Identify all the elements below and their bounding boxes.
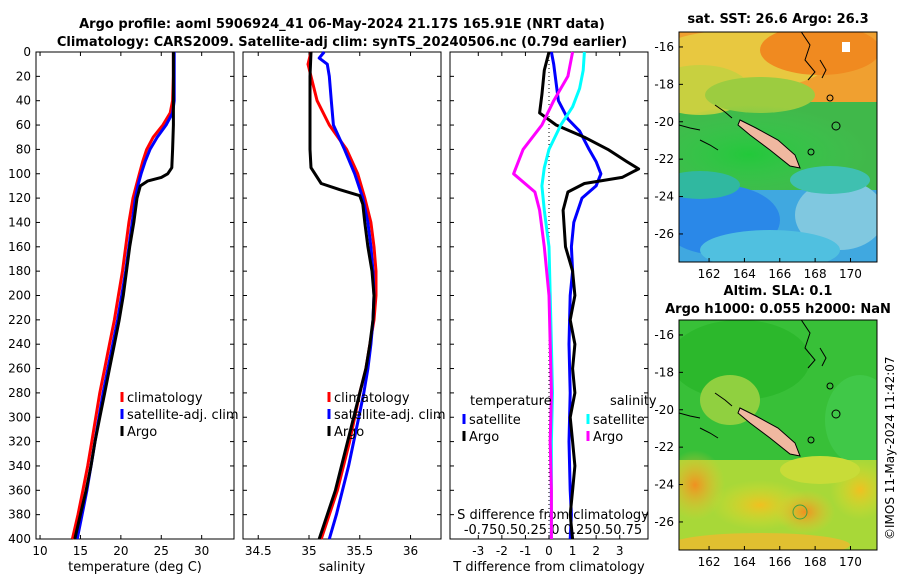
- map-y-tick-label: -20: [654, 115, 674, 129]
- y-tick-label: 120: [8, 191, 31, 205]
- series-argo-line: [308, 51, 376, 540]
- sst-map: sat. SST: 26.6 Argo: 26.3: [654, 12, 878, 281]
- figure-title-line1: Argo profile: aoml 5906924_41 06-May-202…: [79, 17, 605, 32]
- y-tick-label: 220: [8, 313, 31, 327]
- x-tick-label: 10: [32, 544, 47, 558]
- map-y-tick-label: -26: [654, 515, 674, 529]
- map-x-tick-label: 162: [698, 555, 721, 569]
- y-tick-label: 100: [8, 167, 31, 181]
- legend-label: Argo: [593, 430, 623, 445]
- y-tick-label: 140: [8, 215, 31, 229]
- legend-label: Argo: [469, 430, 499, 445]
- map-y-tick-label: -22: [654, 440, 674, 454]
- map-y-tick-label: -22: [654, 152, 674, 166]
- series-argo-line: [538, 51, 641, 540]
- map-y-tick-label: -24: [654, 190, 674, 204]
- y-tick-label: 260: [8, 362, 31, 376]
- x-tick-label: 25: [154, 544, 169, 558]
- series-argo-line: [73, 52, 175, 540]
- map-x-tick-label: 164: [733, 555, 756, 569]
- salinity-xlabel: salinity: [319, 560, 366, 575]
- x-tick-label: 36: [403, 544, 418, 558]
- temperature-xlabel: temperature (deg C): [68, 560, 202, 575]
- legend-label: Argo: [127, 425, 157, 440]
- series-argo-line: [512, 51, 575, 539]
- y-tick-label: 40: [16, 94, 31, 108]
- legend-label: Argo: [334, 425, 364, 440]
- y-tick-label: 380: [8, 508, 31, 522]
- y-tick-label: 160: [8, 240, 31, 254]
- y-tick-label: 240: [8, 337, 31, 351]
- legend-label: satellite-adj. clim: [334, 408, 446, 423]
- x-tick-label: -2: [496, 544, 508, 558]
- map-x-tick-label: 170: [839, 267, 862, 281]
- y-tick-label: 340: [8, 459, 31, 473]
- x-tick-label: -1: [519, 544, 531, 558]
- map-y-tick-label: -18: [654, 77, 674, 91]
- map-x-tick-label: 164: [733, 267, 756, 281]
- legend-label: satellite-adj. clim: [127, 408, 239, 423]
- sla-map: Altim. SLA: 0.1 Argo h1000: 0.055 h2000:…: [654, 284, 891, 569]
- x-tick-label: 2: [592, 544, 600, 558]
- y-tick-label: 300: [8, 410, 31, 424]
- difference-panel: -3 -2 -1 0 1 2 3 T difference from climatology S…: [449, 51, 657, 575]
- difference-top-xlabel: S difference from climatology: [457, 508, 649, 523]
- map-y-tick-label: -26: [654, 227, 674, 241]
- salinity-panel: 34.5 35 35.5 36 salinity climatology satellite…: [242, 51, 446, 575]
- sla-map-title-line1: Altim. SLA: 0.1: [724, 284, 833, 299]
- legend-label: satellite: [469, 413, 521, 428]
- difference-secondary-ticklabels: -0.750.50.25 0 0.250.50.75: [464, 523, 642, 538]
- x-tick-label: 35.5: [346, 544, 373, 558]
- legend-label: satellite: [593, 413, 645, 428]
- sla-map-title-line2: Argo h1000: 0.055 h2000: NaN: [665, 302, 891, 317]
- y-tick-label: 360: [8, 483, 31, 497]
- x-tick-label: 15: [73, 544, 88, 558]
- map-y-tick-label: -16: [654, 40, 674, 54]
- map-x-tick-label: 162: [698, 267, 721, 281]
- y-tick-label: 80: [16, 142, 31, 156]
- x-tick-label: 30: [194, 544, 209, 558]
- x-tick-label: -3: [472, 544, 484, 558]
- y-tick-label: 60: [16, 118, 31, 132]
- legend-label: climatology: [127, 391, 203, 406]
- map-x-tick-label: 168: [804, 555, 827, 569]
- legend-label: climatology: [334, 391, 410, 406]
- y-tick-label: 280: [8, 386, 31, 400]
- series-satellite-adj-clim-line: [317, 51, 376, 540]
- series-climatology-line: [70, 52, 175, 540]
- figure-title-line2: Climatology: CARS2009. Satellite-adj cli…: [57, 35, 627, 50]
- temperature-panel: 0 20 40 60 80 100 120 140 160 180 200 220 240 260 280 3…: [8, 45, 239, 575]
- x-tick-label: 1: [569, 544, 577, 558]
- map-y-tick-label: -20: [654, 403, 674, 417]
- x-tick-label: 0: [545, 544, 553, 558]
- x-tick-label: 3: [616, 544, 624, 558]
- y-tick-label: 180: [8, 264, 31, 278]
- legend-header-salinity: salinity: [610, 394, 657, 409]
- map-x-tick-label: 166: [768, 555, 791, 569]
- series-climatology-line: [306, 51, 378, 540]
- imos-timestamp-label: ©IMOS 11-May-2024 11:42:07: [883, 356, 897, 540]
- map-x-tick-label: 168: [804, 267, 827, 281]
- map-y-tick-label: -24: [654, 478, 674, 492]
- map-y-tick-label: -18: [654, 365, 674, 379]
- x-tick-label: 35: [301, 544, 316, 558]
- map-x-tick-label: 166: [768, 267, 791, 281]
- x-tick-label: 34.5: [245, 544, 272, 558]
- sst-map-title: sat. SST: 26.6 Argo: 26.3: [687, 12, 868, 27]
- temperature-axes-frame: [35, 51, 235, 540]
- y-tick-label: 400: [8, 532, 31, 546]
- x-tick-label: 20: [113, 544, 128, 558]
- y-tick-label: 0: [23, 45, 31, 59]
- y-tick-label: 200: [8, 289, 31, 303]
- legend-header-temperature: temperature: [470, 394, 552, 409]
- map-x-tick-label: 170: [839, 555, 862, 569]
- difference-xlabel: T difference from climatology: [452, 560, 645, 575]
- y-tick-label: 20: [16, 69, 31, 83]
- series-satellite-line: [549, 51, 603, 540]
- map-y-tick-label: -16: [654, 328, 674, 342]
- y-tick-label: 320: [8, 435, 31, 449]
